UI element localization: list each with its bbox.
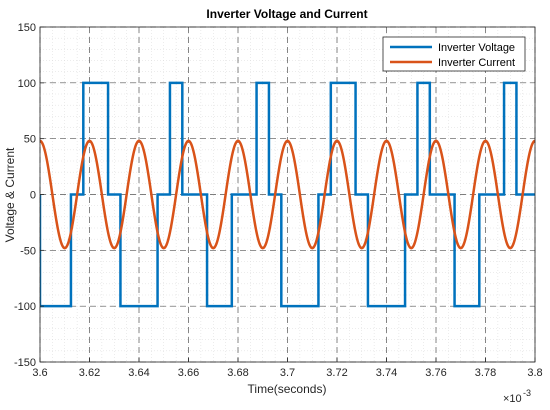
y-tick-label: 150 <box>18 22 36 34</box>
x-tick-label: 3.68 <box>227 367 248 379</box>
y-tick-label: -50 <box>20 245 36 257</box>
legend-box <box>382 36 526 72</box>
x-tick-label: 3.78 <box>475 367 496 379</box>
x-tick-label: 3.74 <box>376 367 397 379</box>
x-tick-label: 3.7 <box>280 367 295 379</box>
y-axis-label: Voltage & Current <box>3 147 17 242</box>
y-tick-label: 0 <box>30 190 36 202</box>
y-tick-label: 50 <box>24 134 36 146</box>
legend: Inverter Voltage Inverter Current <box>382 36 526 72</box>
x-tick-label: 3.72 <box>326 367 347 379</box>
chart-title: Inverter Voltage and Current <box>206 7 367 21</box>
y-tick-label: -100 <box>14 301 36 313</box>
series-layer <box>40 81 535 308</box>
x-tick-label: 3.6 <box>32 367 47 379</box>
legend-label-current: Inverter Current <box>438 57 515 69</box>
x-tick-label: 3.66 <box>178 367 199 379</box>
x-exponent: ×10 -3 <box>503 388 531 405</box>
x-tick-label: 3.64 <box>128 367 149 379</box>
x-tick-label: 3.62 <box>79 367 100 379</box>
series-line-inverter-voltage <box>40 81 535 308</box>
x-tick-label: 3.8 <box>527 367 542 379</box>
x-axis: 3.6 3.62 3.64 3.66 3.68 3.7 3.72 3.74 3.76 3.78 3.… <box>32 358 543 379</box>
x-exponent-base: ×10 <box>503 393 522 405</box>
y-axis: -150 -100 -50 0 50 100 150 <box>14 22 44 369</box>
y-tick-label: 100 <box>18 78 36 90</box>
x-tick-label: 3.76 <box>425 367 446 379</box>
y-tick-label: -150 <box>14 357 36 369</box>
x-exponent-power: -3 <box>523 388 531 398</box>
series-line-inverter-current <box>40 139 535 250</box>
legend-label-voltage: Inverter Voltage <box>438 42 515 54</box>
x-axis-label: Time(seconds) <box>248 382 327 396</box>
